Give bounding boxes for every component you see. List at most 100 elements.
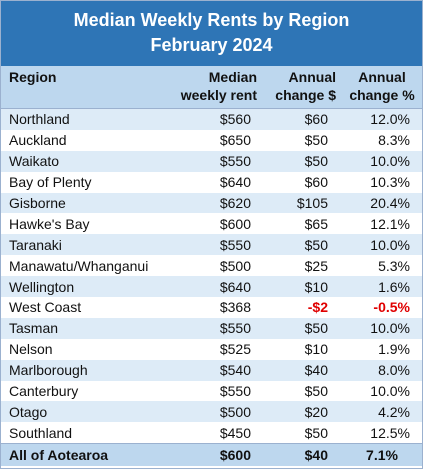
change-pct-cell: -0.5% <box>342 297 422 318</box>
median-rent-cell: $450 <box>171 422 263 444</box>
change-dollar-cell: $60 <box>263 108 342 130</box>
region-cell: Wellington <box>1 276 171 298</box>
rents-table: Region Median weekly rent Annual change … <box>1 66 422 467</box>
column-header-median-rent: Median weekly rent <box>171 66 263 109</box>
change-dollar-cell: $50 <box>263 422 342 444</box>
change-dollar-cell: -$2 <box>263 297 342 318</box>
region-cell: Bay of Plenty <box>1 171 171 193</box>
table-row: Northland $560 $60 12.0% <box>1 108 422 130</box>
change-dollar-cell: $60 <box>263 171 342 193</box>
change-dollar-cell: $50 <box>263 380 342 402</box>
change-pct-cell: 20.4% <box>342 192 422 214</box>
change-pct-cell: 10.0% <box>342 317 422 339</box>
table-row: Taranaki $550 $50 10.0% <box>1 234 422 256</box>
total-change-pct: 7.1% <box>342 443 422 467</box>
median-rent-cell: $640 <box>171 171 263 193</box>
change-pct-cell: 10.0% <box>342 380 422 402</box>
median-rent-cell: $540 <box>171 359 263 381</box>
median-rent-cell: $550 <box>171 317 263 339</box>
column-header-change-dollar: Annual change $ <box>263 66 342 109</box>
median-rent-cell: $500 <box>171 401 263 423</box>
change-pct-cell: 4.2% <box>342 401 422 423</box>
column-header-change-dollar-line1: Annual <box>288 69 336 85</box>
region-cell: Tasman <box>1 317 171 339</box>
table-row: Gisborne $620 $105 20.4% <box>1 192 422 214</box>
table-body: Northland $560 $60 12.0% Auckland $650 $50 8.3%… <box>1 108 422 444</box>
table-row: West Coast $368 -$2 -0.5% <box>1 297 422 318</box>
table-row: Wellington $640 $10 1.6% <box>1 276 422 298</box>
region-cell: Southland <box>1 422 171 444</box>
median-rent-cell: $560 <box>171 108 263 130</box>
column-header-change-pct-line1: Annual <box>358 69 406 85</box>
region-cell: Manawatu/Whanganui <box>1 255 171 277</box>
change-dollar-cell: $10 <box>263 338 342 360</box>
change-dollar-cell: $50 <box>263 129 342 151</box>
median-rent-cell: $640 <box>171 276 263 298</box>
title-line-1: Median Weekly Rents by Region <box>73 10 350 30</box>
change-dollar-cell: $65 <box>263 213 342 235</box>
column-header-change-dollar-line2: change $ <box>275 87 336 103</box>
change-pct-cell: 12.0% <box>342 108 422 130</box>
table-title: Median Weekly Rents by Region February 2… <box>1 1 422 66</box>
median-rent-cell: $550 <box>171 150 263 172</box>
region-cell: Northland <box>1 108 171 130</box>
change-pct-cell: 12.1% <box>342 213 422 235</box>
region-cell: Hawke's Bay <box>1 213 171 235</box>
title-line-2: February 2024 <box>150 35 273 55</box>
total-rent: $600 <box>171 443 263 467</box>
region-cell: West Coast <box>1 297 171 318</box>
region-cell: Waikato <box>1 150 171 172</box>
column-header-median-rent-line1: Median <box>208 69 257 85</box>
change-pct-cell: 12.5% <box>342 422 422 444</box>
table-row: Hawke's Bay $600 $65 12.1% <box>1 213 422 235</box>
table-row: Nelson $525 $10 1.9% <box>1 338 422 360</box>
table-row: Auckland $650 $50 8.3% <box>1 129 422 151</box>
column-header-median-rent-line2: weekly rent <box>180 87 257 103</box>
table-row: Marlborough $540 $40 8.0% <box>1 359 422 381</box>
change-pct-cell: 5.3% <box>342 255 422 277</box>
change-dollar-cell: $50 <box>263 234 342 256</box>
table-row: Southland $450 $50 12.5% <box>1 422 422 444</box>
change-pct-cell: 10.0% <box>342 234 422 256</box>
change-dollar-cell: $105 <box>263 192 342 214</box>
change-pct-cell: 10.0% <box>342 150 422 172</box>
column-header-region: Region <box>1 66 171 109</box>
region-cell: Marlborough <box>1 359 171 381</box>
total-change-dollar: $40 <box>263 443 342 467</box>
region-cell: Gisborne <box>1 192 171 214</box>
median-rent-cell: $550 <box>171 234 263 256</box>
change-dollar-cell: $10 <box>263 276 342 298</box>
change-pct-cell: 8.3% <box>342 129 422 151</box>
table-row: Manawatu/Whanganui $500 $25 5.3% <box>1 255 422 277</box>
column-header-change-pct: Annual change % <box>342 66 422 109</box>
region-cell: Canterbury <box>1 380 171 402</box>
median-rent-cell: $600 <box>171 213 263 235</box>
table-row: Bay of Plenty $640 $60 10.3% <box>1 171 422 193</box>
change-dollar-cell: $50 <box>263 317 342 339</box>
region-cell: Taranaki <box>1 234 171 256</box>
median-rent-cell: $500 <box>171 255 263 277</box>
region-cell: Auckland <box>1 129 171 151</box>
change-dollar-cell: $50 <box>263 150 342 172</box>
total-row: All of Aotearoa $600 $40 7.1% <box>1 443 422 467</box>
median-rent-cell: $368 <box>171 297 263 318</box>
change-dollar-cell: $25 <box>263 255 342 277</box>
column-header-change-pct-line2: change % <box>349 87 415 103</box>
median-rent-cell: $650 <box>171 129 263 151</box>
change-pct-cell: 8.0% <box>342 359 422 381</box>
change-pct-cell: 1.9% <box>342 338 422 360</box>
region-cell: Otago <box>1 401 171 423</box>
table-header: Region Median weekly rent Annual change … <box>1 66 422 109</box>
table-row: Canterbury $550 $50 10.0% <box>1 380 422 402</box>
median-rent-cell: $525 <box>171 338 263 360</box>
change-dollar-cell: $40 <box>263 359 342 381</box>
change-pct-cell: 1.6% <box>342 276 422 298</box>
table-total: All of Aotearoa $600 $40 7.1% <box>1 443 422 467</box>
change-dollar-cell: $20 <box>263 401 342 423</box>
region-cell: Nelson <box>1 338 171 360</box>
change-pct-cell: 10.3% <box>342 171 422 193</box>
total-region: All of Aotearoa <box>1 443 171 467</box>
table-row: Otago $500 $20 4.2% <box>1 401 422 423</box>
table-row: Waikato $550 $50 10.0% <box>1 150 422 172</box>
